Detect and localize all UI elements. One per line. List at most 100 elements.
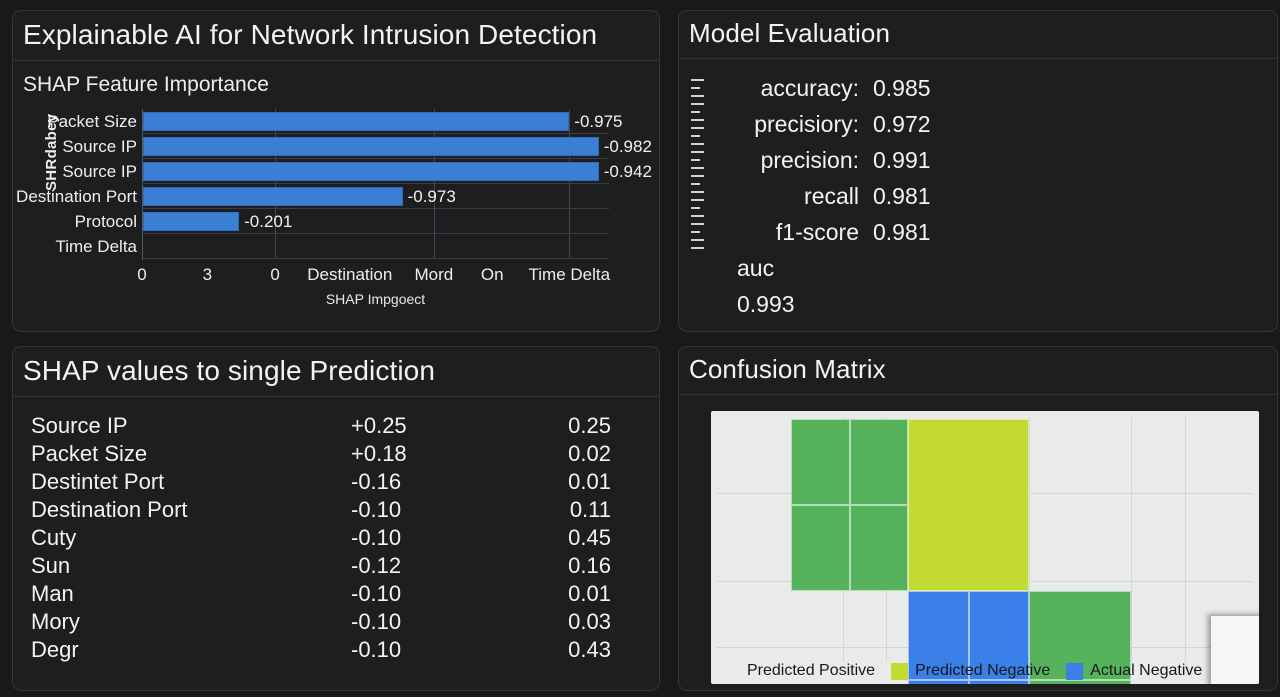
bar [143,112,570,132]
x-axis-tick: Time Delta [528,265,611,285]
cell-green-row2-left [791,505,851,592]
metric-row: precision: 0.991 [715,147,931,181]
shap-contribution: -0.16 [351,469,402,495]
shap-feature-value: 0.25 [568,413,611,439]
x-axis-tick: On [480,265,504,285]
panel-body-shap-importance: SHAP Feature Importance SHRdabey Packet … [13,61,659,331]
metric-label: auc [737,255,775,282]
shap-value-row: Packet Size +0.18 0.02 [31,441,649,469]
metric-label: accuracy: [760,75,859,102]
legend-label: Predicted Negative [915,662,1051,680]
metric-row: auc [715,255,931,289]
panel-body-confusion-matrix: Predicted Positive Predicted Negative Actu… [679,395,1277,690]
x-axis-tick: 0 [137,265,147,285]
x-axis-tick: 3 [202,265,213,285]
shap-value-row: Mory -0.10 0.03 [31,609,649,637]
panel-model-evaluation: Model Evaluation accuracy: 0.985 precisior… [678,10,1278,332]
bar [143,162,599,182]
ruler-tick-mark [691,103,704,106]
model-evaluation-content: accuracy: 0.985 precisiory: 0.972 precision:… [679,59,1277,325]
metric-value: 0.972 [873,111,931,138]
bar-value-label: -0.973 [407,186,456,206]
grid-line-horizontal [142,233,609,235]
bar-category-label: Time Delta [55,236,137,256]
ruler-tick-mark [691,111,700,114]
shap-values-list: Source IP +0.25 0.25 Packet Size +0.18 0.02 De… [13,397,659,665]
legend-label: Actual Negative [1090,662,1203,680]
metric-value: 0.985 [873,75,931,102]
y-axis-line [142,109,143,261]
shap-feature-value: 0.45 [568,525,611,551]
shap-feature-name: Mory [31,609,80,635]
shap-contribution: -0.10 [351,497,402,523]
shap-contribution: +0.18 [351,441,407,467]
shap-value-row: Degr -0.10 0.43 [31,637,649,665]
shap-value-row: Cuty -0.10 0.45 [31,525,649,553]
shap-feature-value: 0.43 [568,637,611,663]
bar [143,187,403,207]
ruler-ticks-icon [691,75,707,325]
ruler-tick-mark [691,199,704,202]
shap-contribution: -0.10 [351,581,402,607]
matrix-grid-line-vertical-3 [1130,417,1132,663]
shap-importance-bar-chart: SHRdabey Packet Size -0.975 Source IP -0.98… [13,103,659,313]
ruler-tick-mark [691,135,700,138]
metric-value: 0.981 [873,183,931,210]
cell-green-top-left [791,419,851,506]
shap-feature-value: 0.01 [568,581,611,607]
shap-feature-name: Sun [31,553,71,579]
panel-header-model-evaluation: Model Evaluation [679,11,1277,60]
grid-line-horizontal [142,208,609,210]
ruler-tick-mark [691,183,700,186]
shap-feature-name: Degr [31,637,79,663]
ruler-tick-mark [691,95,704,98]
legend-label: Predicted Positive [747,662,876,680]
cell-blue-row4-left [907,680,969,685]
bar-row: Destination Port -0.973 [16,184,609,210]
bar-category-label: Source IP [62,161,137,181]
metric-label: precision: [760,147,859,174]
panel-title-confusion-matrix: Confusion Matrix [689,354,886,384]
metric-row: f1-score 0.981 [715,219,931,253]
shap-feature-value: 0.11 [569,497,611,523]
legend-item[interactable]: Predicted Positive [747,662,875,680]
x-axis-title: SHAP Impgoect [325,291,426,308]
ruler-tick-mark [691,167,704,170]
ruler-tick-mark [691,79,704,82]
bar [143,137,599,157]
ruler-tick-mark [691,175,704,178]
shap-feature-name: Source IP [31,413,128,439]
bar-value-label: -0.942 [603,161,652,181]
ruler-tick-mark [691,143,704,146]
bar-value-label: -0.201 [244,211,293,231]
panel-title-model-evaluation: Model Evaluation [689,18,891,48]
metric-row: recall 0.981 [715,183,931,217]
panel-header-shap-single: SHAP values to single Prediction [13,347,659,398]
bar-row: Source IP -0.942 [62,159,652,185]
grid-line-vertical-2 [569,109,571,260]
confusion-matrix-legend: Predicted Positive Predicted Negative Actu… [747,662,1202,680]
cell-blue-row3-right [968,591,1030,681]
bar-value-label: -0.982 [603,136,652,156]
ruler-tick-mark [691,239,704,242]
shap-feature-value: 0.01 [568,469,611,495]
metric-value: 0.991 [873,147,931,174]
grid-line-horizontal [142,258,609,260]
x-axis-tick: Mord [414,265,454,285]
bar-row: Source IP -0.982 [62,134,652,160]
bar-category-label: Destination Port [16,186,137,206]
bar-category-label: Protocol [74,211,137,231]
metric-label: 0.993 [737,291,795,318]
legend-item[interactable]: Predicted Negative [891,662,1050,680]
shap-feature-name: Man [31,581,74,607]
shap-feature-name: Packet Size [31,441,148,467]
panel-title-shap-single: SHAP values to single Prediction [23,355,436,386]
shap-contribution: +0.25 [351,413,407,439]
shap-feature-value: 0.03 [568,609,611,635]
legend-item[interactable]: Actual Negative [1066,662,1202,680]
panel-confusion-matrix: Confusion Matrix Predicted Positive Predi… [678,346,1278,691]
x-axis-tick: 0 [270,265,280,285]
metrics-list: accuracy: 0.985 precisiory: 0.972 precision:… [707,75,931,325]
cell-green-row2-mid [850,505,908,592]
shap-feature-name: Cuty [31,525,77,551]
